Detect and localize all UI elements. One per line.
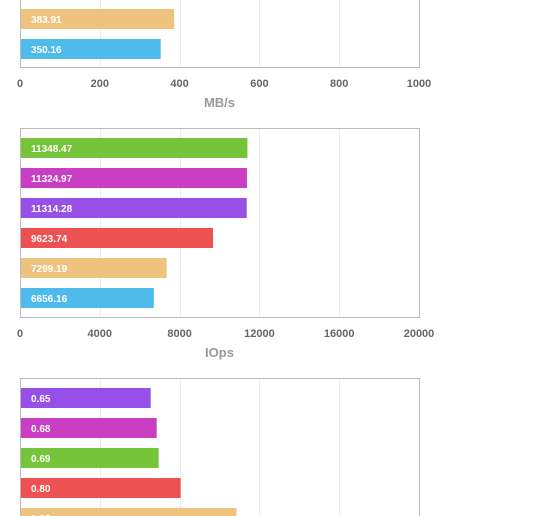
bar-value-label: 350.16 xyxy=(31,45,62,56)
x-tick-label: 0 xyxy=(17,328,23,340)
x-tick-label: 8000 xyxy=(167,328,191,340)
bar-2-1 xyxy=(21,418,157,438)
bar-value-label: 11314.28 xyxy=(31,204,73,215)
bar-1-2 xyxy=(21,198,247,218)
bar-value-label: 0.68 xyxy=(31,424,51,435)
bar-1-0 xyxy=(21,138,248,158)
plot-frame-2 xyxy=(20,378,420,516)
bar-2-0 xyxy=(21,388,151,408)
plot-frame-1 xyxy=(20,128,420,318)
bar-1-5 xyxy=(21,288,154,308)
bar-value-label: 6656.16 xyxy=(31,294,68,305)
bar-2-4 xyxy=(21,508,237,516)
x-tick-label: 20000 xyxy=(404,328,435,340)
x-tick-label: 600 xyxy=(250,78,268,90)
bar-value-label: 7299.19 xyxy=(31,264,68,275)
bar-value-label: 0.65 xyxy=(31,394,51,405)
x-tick-label: 0 xyxy=(17,78,23,90)
x-axis-title: IOps xyxy=(205,345,234,360)
bar-value-label: 9623.74 xyxy=(31,234,68,245)
x-tick-label: 4000 xyxy=(88,328,112,340)
bar-value-label: 0.69 xyxy=(31,454,51,465)
bar-value-label: 11324.97 xyxy=(31,174,73,185)
x-tick-label: 16000 xyxy=(324,328,355,340)
bar-0-1 xyxy=(21,39,161,59)
x-tick-label: 400 xyxy=(170,78,188,90)
bar-value-label: 11348.47 xyxy=(31,144,73,155)
bar-value-label: 1.08 xyxy=(31,514,51,516)
bar-value-label: 383.91 xyxy=(31,15,62,26)
bar-1-1 xyxy=(21,168,247,188)
plot-frame-0 xyxy=(20,0,420,68)
bar-1-3 xyxy=(21,228,213,248)
bar-2-3 xyxy=(21,478,181,498)
x-tick-label: 200 xyxy=(91,78,109,90)
bar-0-0 xyxy=(21,9,175,29)
x-tick-label: 1000 xyxy=(407,78,431,90)
x-tick-label: 800 xyxy=(330,78,348,90)
x-tick-label: 12000 xyxy=(244,328,275,340)
bar-value-label: 0.80 xyxy=(31,484,51,495)
bar-2-2 xyxy=(21,448,159,468)
x-axis-title: MB/s xyxy=(204,95,235,110)
bar-1-4 xyxy=(21,258,167,278)
